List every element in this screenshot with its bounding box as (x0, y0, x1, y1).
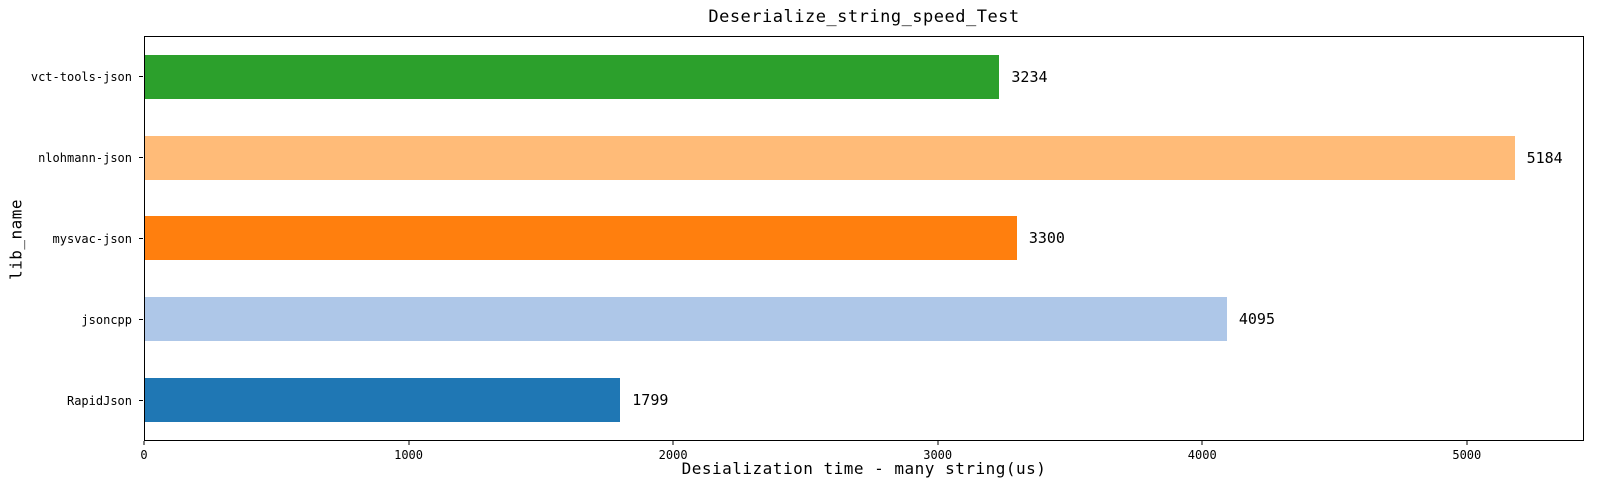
bar-value-label: 4095 (1238, 310, 1275, 329)
x-tick-mark (1466, 441, 1468, 445)
y-tick-label: mysvac-json (52, 231, 132, 246)
bar (145, 297, 1227, 342)
bar (145, 55, 1000, 100)
x-axis-tick-area: 0 1000 2000 3000 4000 5000 (140, 441, 1584, 467)
x-tick-mark (672, 441, 674, 445)
bar-row: 4095 (145, 279, 1583, 360)
bar-row: 5184 (145, 118, 1583, 199)
y-tick-label: vct-tools-json (30, 69, 132, 84)
x-axis-label: Desialization time - many string(us) (681, 459, 1047, 478)
bar (145, 216, 1017, 261)
x-tick-label: 0 (140, 448, 148, 462)
x-tick-mark (1201, 441, 1203, 445)
x-tick-mark (143, 441, 145, 445)
x-tick-label: 5000 (1452, 448, 1482, 462)
bar-value-label: 5184 (1526, 148, 1563, 167)
y-tick-label: nlohmann-json (38, 150, 132, 165)
chart-title: Deserialize_string_speed_Test (708, 7, 1020, 27)
bar (145, 377, 621, 422)
y-tick-mark (139, 157, 143, 158)
y-axis-tick-area: vct-tools-json nlohmann-json mysvac-json js… (0, 36, 144, 441)
plot-area: 3234 5184 3300 4095 1799 (144, 36, 1584, 441)
y-tick-mark (139, 76, 143, 77)
x-tick-mark (408, 441, 410, 445)
y-tick-label: RapidJson (66, 393, 132, 408)
bar (145, 135, 1515, 180)
y-tick-mark (139, 319, 143, 320)
bar-row: 1799 (145, 359, 1583, 440)
y-tick-mark (139, 238, 143, 239)
bar-row: 3234 (145, 37, 1583, 118)
x-tick-label: 2000 (658, 448, 688, 462)
x-tick-label: 1000 (394, 448, 423, 462)
bar-value-label: 3300 (1028, 229, 1065, 248)
x-tick-mark (937, 441, 939, 445)
bar-value-label: 1799 (632, 390, 669, 409)
y-tick-label: jsoncpp (81, 312, 132, 327)
bar-row: 3300 (145, 198, 1583, 279)
y-tick-mark (139, 400, 143, 401)
bar-value-label: 3234 (1011, 68, 1048, 87)
y-axis-label: lib_name (6, 198, 26, 281)
x-tick-label: 4000 (1187, 448, 1217, 462)
x-tick-label: 3000 (923, 448, 953, 462)
